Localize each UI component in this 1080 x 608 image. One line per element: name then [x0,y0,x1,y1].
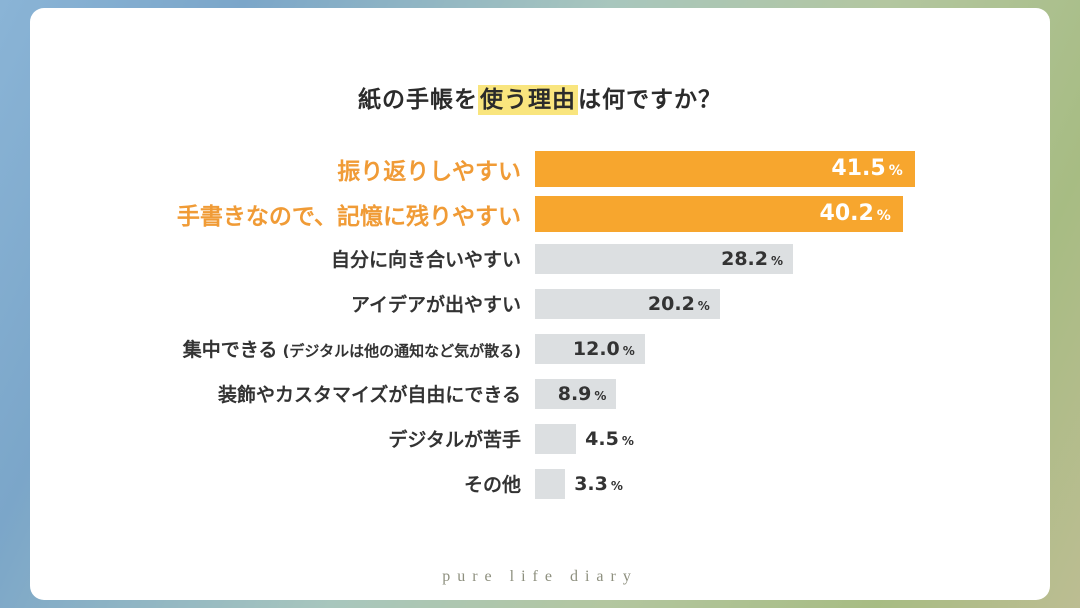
title-highlight: 使う理由 [478,85,578,115]
bar-track: 41.5% [535,150,1050,187]
title-post: は何ですか？ [578,87,722,113]
chart-title: 紙の手帳を使う理由は何ですか？ [30,80,1050,115]
bar-value: 20.2% [647,292,710,315]
bar: 8.9% [535,378,617,409]
bar [535,423,577,454]
chart-row: デジタルが苦手 4.5% [30,416,1050,461]
brand-footer: pure life diary [442,568,638,585]
bar-value: 40.2% [819,201,891,226]
chart-row: 振り返りしやすい 41.5% [30,146,1050,191]
chart-row: その他 3.3% [30,461,1050,506]
bar-track: 8.9% [535,378,1050,409]
chart-row: 手書きなので、記憶に残りやすい 40.2% [30,191,1050,236]
bar-label: 振り返りしやすい [337,158,521,185]
bar-track: 4.5% [535,423,1050,454]
bar-value: 8.9% [557,382,607,405]
bar-label: その他 [463,474,521,496]
bar: 28.2% [535,243,794,274]
bar-value: 28.2% [721,247,784,270]
bar-value: 4.5% [585,427,634,450]
title-pre: 紙の手帳を [358,87,478,113]
bar: 41.5% [535,150,915,187]
bar-label: 集中できる (デジタルは他の通知など気が散る) [182,339,521,361]
bar-track: 40.2% [535,195,1050,232]
bar-label: デジタルが苦手 [388,429,521,451]
bar-value: 12.0% [572,337,635,360]
chart-row: 自分に向き合いやすい 28.2% [30,236,1050,281]
bar: 20.2% [535,288,720,319]
bar-value: 41.5% [831,156,903,181]
bar-track: 20.2% [535,288,1050,319]
chart-row: 集中できる (デジタルは他の通知など気が散る) 12.0% [30,326,1050,371]
chart-row: 装飾やカスタマイズが自由にできる 8.9% [30,371,1050,416]
bar-track: 28.2% [535,243,1050,274]
bar-chart: 振り返りしやすい 41.5% 手書きなので、記憶に残りやすい 40.2% 自分に向き合い… [30,146,1050,506]
bar [535,468,566,499]
bar-label: 手書きなので、記憶に残りやすい [176,203,521,230]
chart-card: 紙の手帳を使う理由は何ですか？ 振り返りしやすい 41.5% 手書きなので、記憶に残… [30,8,1050,600]
bar-label: 自分に向き合いやすい [330,249,521,271]
bar: 12.0% [535,333,645,364]
bar-label: アイデアが出やすい [350,294,521,316]
chart-row: アイデアが出やすい 20.2% [30,281,1050,326]
bar: 40.2% [535,195,903,232]
bar-track: 12.0% [535,333,1050,364]
bar-label-note: (デジタルは他の通知など気が散る) [277,342,521,360]
bar-label: 装飾やカスタマイズが自由にできる [217,384,521,406]
bar-track: 3.3% [535,468,1050,499]
bar-value: 3.3% [574,472,623,495]
